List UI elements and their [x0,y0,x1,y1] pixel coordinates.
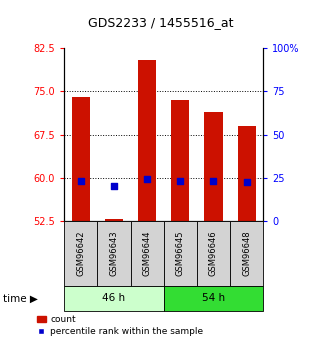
Bar [131,221,164,286]
Bar [138,60,156,221]
Text: GDS2233 / 1455516_at: GDS2233 / 1455516_at [88,16,233,29]
Text: 54 h: 54 h [202,294,225,303]
Text: GSM96643: GSM96643 [109,231,118,276]
Bar [105,219,123,221]
Legend: count, percentile rank within the sample: count, percentile rank within the sample [37,315,203,336]
Text: GSM96648: GSM96648 [242,231,251,276]
Bar [64,221,97,286]
Text: GSM96642: GSM96642 [76,231,85,276]
Point [111,184,117,189]
Bar [197,221,230,286]
Text: 46 h: 46 h [102,294,126,303]
Point [144,176,150,181]
Text: GSM96644: GSM96644 [143,231,152,276]
Bar [164,221,197,286]
Bar [64,286,164,310]
Point [244,179,249,185]
Text: time ▶: time ▶ [3,294,38,303]
Text: GSM96646: GSM96646 [209,231,218,276]
Bar [164,286,263,310]
Point [211,178,216,183]
Bar [230,221,263,286]
Bar [97,221,131,286]
Point [178,178,183,183]
Bar [171,100,189,221]
Bar [72,97,90,221]
Bar [238,126,256,221]
Bar [204,111,222,221]
Text: GSM96645: GSM96645 [176,231,185,276]
Point [78,178,83,183]
